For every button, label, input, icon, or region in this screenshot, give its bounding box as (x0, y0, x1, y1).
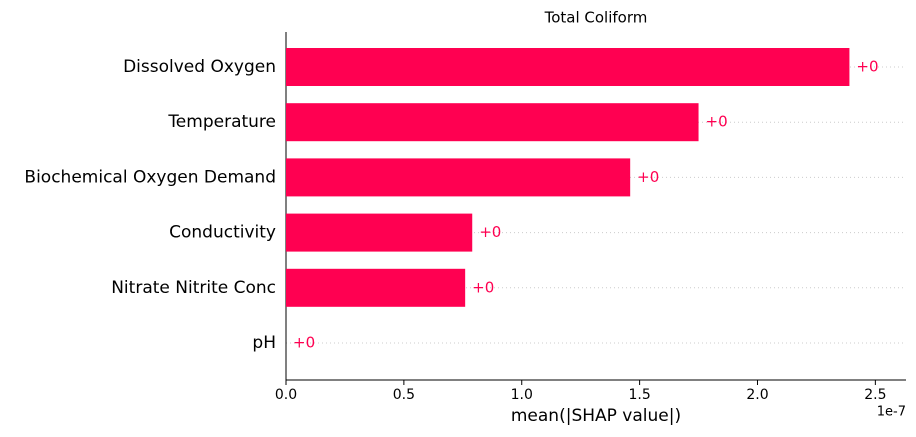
bar (286, 213, 473, 252)
y-tick-label: Biochemical Oxygen Demand (24, 167, 276, 187)
value-label: +0 (637, 168, 659, 186)
chart-title: Total Coliform (544, 9, 648, 27)
bar (286, 103, 699, 142)
value-label: +0 (293, 334, 315, 352)
bar (286, 268, 466, 307)
y-tick-label: Nitrate Nitrite Conc (111, 278, 276, 298)
x-tick-label: 1.5 (628, 387, 650, 403)
y-tick-label: Dissolved Oxygen (123, 57, 276, 77)
value-label: +0 (472, 278, 494, 296)
x-tick-label: 1.0 (511, 387, 533, 403)
value-label: +0 (479, 223, 501, 241)
x-tick-label: 0.0 (275, 387, 297, 403)
x-offset-label: 1e-7 (877, 405, 906, 420)
x-tick-label: 2.0 (746, 387, 768, 403)
y-tick-label: Conductivity (169, 223, 276, 243)
value-label: +0 (706, 113, 728, 131)
y-tick-label: Temperature (167, 112, 276, 132)
x-tick-label: 2.5 (864, 387, 886, 403)
value-label: +0 (856, 58, 878, 76)
bar (286, 48, 850, 86)
bar (286, 158, 631, 197)
x-tick-label: 0.5 (393, 387, 415, 403)
x-axis-label: mean(|SHAP value|) (511, 406, 681, 426)
y-tick-label: pH (252, 333, 276, 353)
